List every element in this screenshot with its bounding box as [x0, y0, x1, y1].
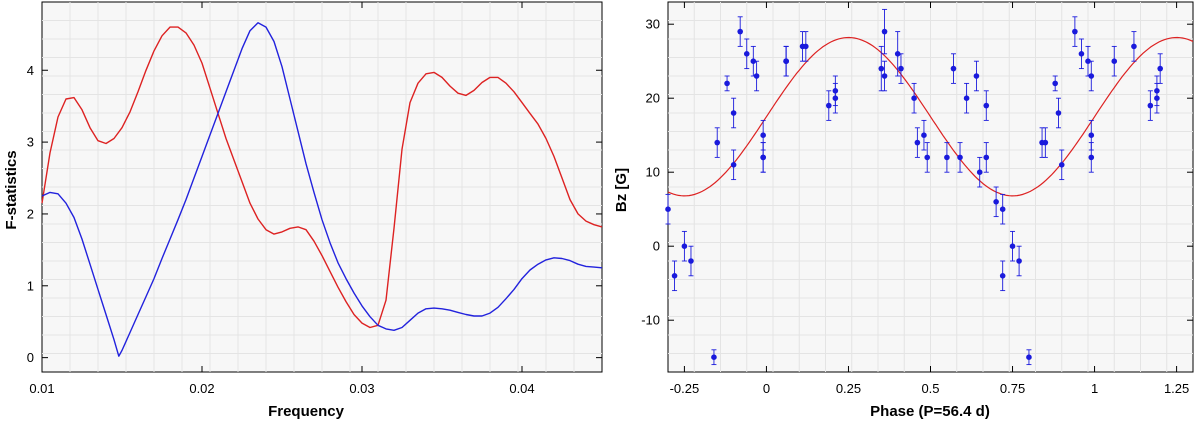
periodogram-y-tick-label: 2: [27, 206, 34, 221]
periodogram-x-axis-label: Frequency: [268, 403, 345, 420]
phase-data-point: [783, 58, 789, 64]
phase-data-point: [921, 132, 927, 138]
phase-data-point: [753, 73, 760, 79]
phase-data-point: [881, 28, 888, 35]
phase-y-axis-label: Bz [G]: [613, 168, 630, 212]
phase-data-point: [1085, 58, 1091, 64]
phase-data-point: [993, 199, 999, 205]
phase-data-point: [911, 95, 917, 101]
phase-y-tick-label: 10: [646, 165, 660, 180]
phase-data-point: [750, 58, 757, 64]
phase-data-point: [1088, 132, 1095, 138]
periodogram-x-ticks: 0.01 0.02 0.03 0.04: [29, 2, 535, 396]
phase-data-point: [688, 258, 694, 264]
phase-data-point: [878, 65, 885, 72]
phase-y-tick-label: 30: [646, 17, 660, 32]
phase-data-point: [999, 273, 1006, 279]
phase-data-point: [760, 154, 766, 161]
phase-y-tick-label: -10: [641, 313, 660, 328]
periodogram-x-tick-label: 0.01: [29, 381, 54, 396]
phase-data-point: [1078, 51, 1085, 57]
phase-data-point: [737, 28, 743, 35]
phase-data-point: [730, 110, 737, 116]
periodogram-x-tick-label: 0.03: [349, 381, 374, 396]
phase-data-point: [760, 132, 766, 138]
phase-data-point: [803, 43, 809, 50]
phase-x-tick-label: 1.25: [1164, 381, 1189, 396]
phase-data-point: [983, 154, 990, 161]
phase-data-point: [1055, 110, 1062, 116]
periodogram-series: [41, 22, 603, 357]
phase-data-point: [894, 51, 901, 57]
phase-data-point: [983, 102, 990, 109]
phase-fit-curve: [667, 36, 1194, 197]
periodogram-y-axis-label: F-statistics: [3, 150, 20, 229]
phase-x-tick-label: 0: [763, 381, 770, 396]
phase-data-point: [1042, 139, 1049, 146]
phase-x-tick-label: -0.25: [670, 381, 700, 396]
periodogram-series-2-line: [41, 22, 603, 357]
phase-data-point: [665, 206, 671, 212]
phase-x-tick-label: 0.5: [921, 381, 939, 396]
phase-y-tick-label: 20: [646, 91, 660, 106]
phase-data-point: [1026, 354, 1032, 361]
phase-data-point: [1131, 43, 1137, 50]
phase-data-point: [724, 80, 730, 87]
periodogram-y-tick-label: 1: [27, 278, 34, 293]
phase-x-tick-label: 0.75: [1000, 381, 1025, 396]
phase-data-point: [1154, 88, 1160, 94]
periodogram-grid: [42, 2, 602, 372]
phase-data-point: [898, 65, 904, 72]
periodogram-y-tick-label: 0: [27, 350, 34, 365]
phase-data-point: [881, 73, 888, 79]
phase-data-point: [976, 169, 983, 175]
phase-data-point: [1088, 73, 1095, 79]
phase-data-point: [944, 154, 950, 161]
phase-y-ticks: -10 0 10 20 30: [641, 17, 1193, 328]
phase-fit-line: [667, 36, 1194, 197]
periodogram-x-tick-label: 0.02: [189, 381, 214, 396]
phase-data-point: [825, 102, 832, 109]
phase-data-point: [1016, 258, 1022, 264]
phase-x-axis-label: Phase (P=56.4 d): [870, 403, 990, 420]
periodogram-y-ticks: 0 1 2 3 4: [27, 63, 602, 365]
phase-y-tick-label: 0: [653, 239, 660, 254]
phase-data-point: [957, 154, 963, 161]
phase-data-point: [1157, 65, 1163, 72]
phase-data-point: [924, 154, 931, 161]
phase-data-point: [999, 206, 1006, 212]
phase-x-ticks: -0.25 0 0.25 0.5 0.75 1 1.25: [670, 2, 1189, 396]
periodogram-series-1-line: [41, 26, 603, 329]
phase-data-point: [714, 139, 721, 146]
phase-x-tick-label: 1: [1091, 381, 1098, 396]
phase-x-tick-label: 0.25: [836, 381, 861, 396]
phase-data-point: [1052, 80, 1058, 87]
phase-data-point: [671, 273, 678, 279]
periodogram-panel: 0.01 0.02 0.03 0.04 0 1 2 3 4 Frequency F-stati…: [3, 1, 603, 420]
phase-data-point: [1111, 58, 1118, 64]
phase-data-point: [1058, 162, 1065, 168]
phase-data-point: [730, 162, 737, 168]
periodogram-x-tick-label: 0.04: [509, 381, 534, 396]
periodogram-y-tick-label: 4: [27, 63, 34, 78]
phase-grid: [668, 2, 1193, 372]
phase-data-point: [914, 139, 921, 146]
phase-data-point: [950, 65, 957, 72]
phase-data-point: [963, 95, 970, 101]
phase-curve-panel: -0.25 0 0.25 0.5 0.75 1 1.25 -10 0 10 20 30 Phase …: [613, 1, 1194, 420]
phase-data-point: [832, 88, 839, 94]
phase-data-point: [681, 243, 688, 249]
phase-data-point: [1072, 28, 1078, 35]
phase-data-point: [1088, 154, 1095, 161]
phase-data-point: [1147, 102, 1154, 109]
phase-data-points: [665, 8, 1163, 366]
phase-data-point: [973, 73, 980, 79]
phase-data-point: [743, 51, 750, 57]
phase-data-point: [1009, 243, 1016, 249]
phase-data-point: [711, 354, 717, 361]
periodogram-y-tick-label: 3: [27, 135, 34, 150]
